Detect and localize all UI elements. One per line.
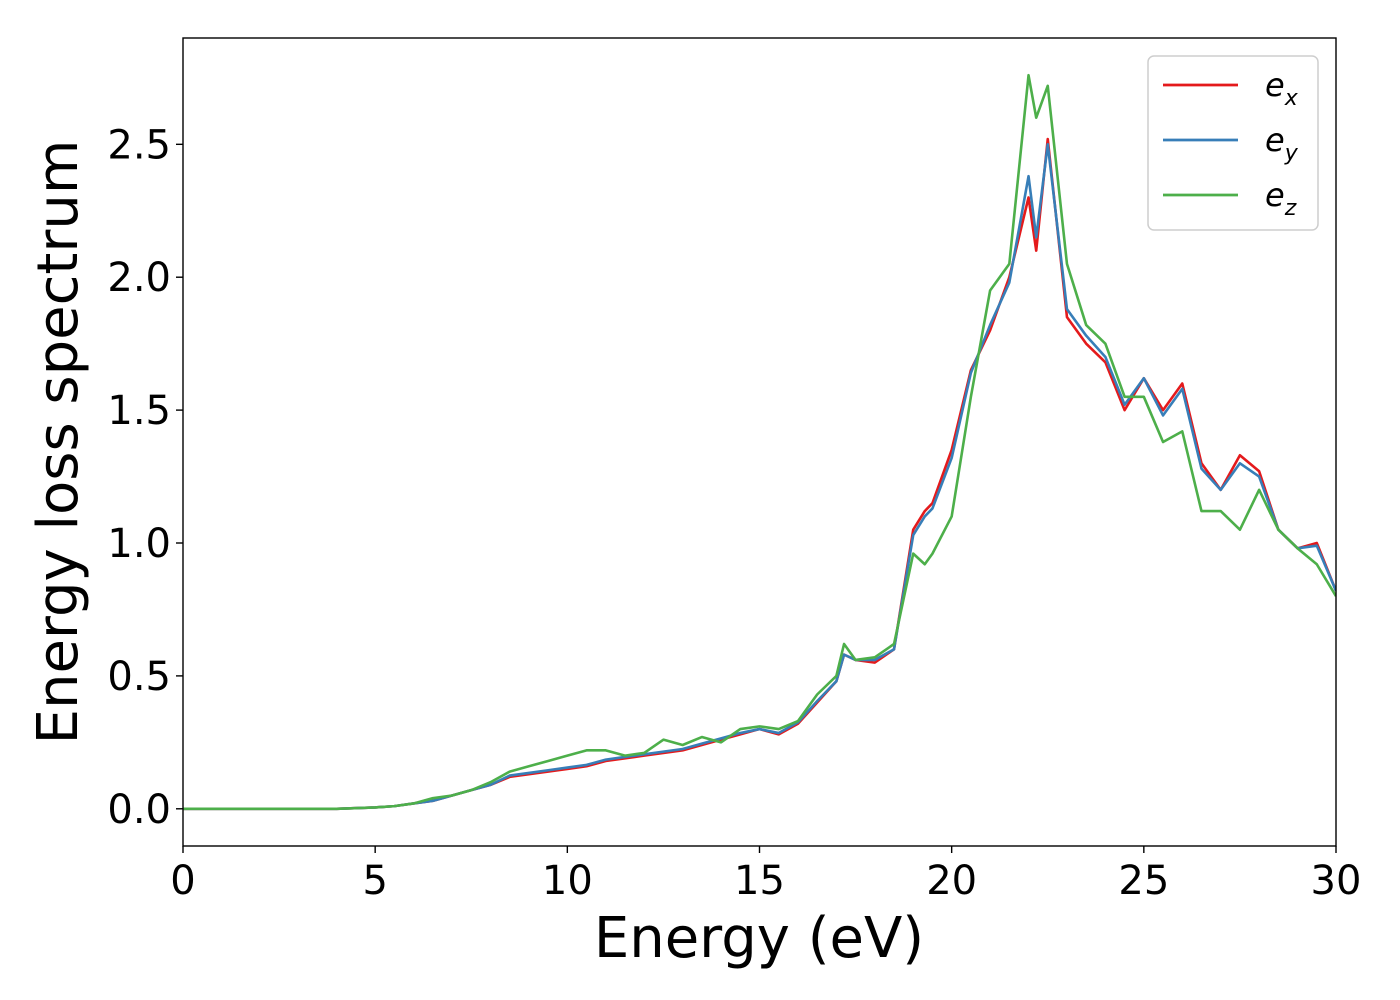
legend-label-base: e (1265, 66, 1285, 104)
y-axis-label: Energy loss spectrum (26, 140, 91, 745)
x-axis: 0 5 10 15 20 25 30 (170, 846, 1361, 904)
x-tick-label: 15 (734, 858, 785, 904)
y-tick-label: 0.0 (107, 787, 171, 833)
y-tick-label: 0.5 (107, 654, 171, 700)
legend-label-subscript: x (1284, 86, 1299, 111)
series-line-e-z (183, 73, 1336, 811)
x-tick-label: 20 (926, 858, 977, 904)
series-line-e-x (183, 137, 1336, 811)
legend-label-base: e (1265, 176, 1285, 214)
x-tick-label: 30 (1311, 858, 1362, 904)
series-layer (183, 73, 1336, 811)
x-tick-label: 5 (362, 858, 387, 904)
y-axis: 0.0 0.5 1.0 1.5 2.0 2.5 (107, 122, 183, 833)
x-axis-label: Energy (eV) (594, 906, 924, 971)
legend-label-subscript: y (1284, 141, 1299, 166)
legend-label-e-z: ez (1265, 176, 1297, 221)
x-tick-label: 0 (170, 858, 195, 904)
y-tick-label: 1.0 (107, 521, 171, 567)
y-tick-label: 2.0 (107, 255, 171, 301)
legend-label-e-y: ey (1265, 121, 1299, 166)
x-tick-label: 25 (1118, 858, 1169, 904)
y-tick-label: 1.5 (107, 388, 171, 434)
legend-box (1147, 55, 1319, 231)
legend-label-subscript: z (1284, 196, 1297, 221)
legend-label-e-x: ex (1265, 66, 1299, 111)
y-tick-label: 2.5 (107, 122, 171, 168)
legend-label-base: e (1265, 121, 1285, 159)
x-tick-label: 10 (542, 858, 593, 904)
series-line-e-y (183, 143, 1336, 811)
